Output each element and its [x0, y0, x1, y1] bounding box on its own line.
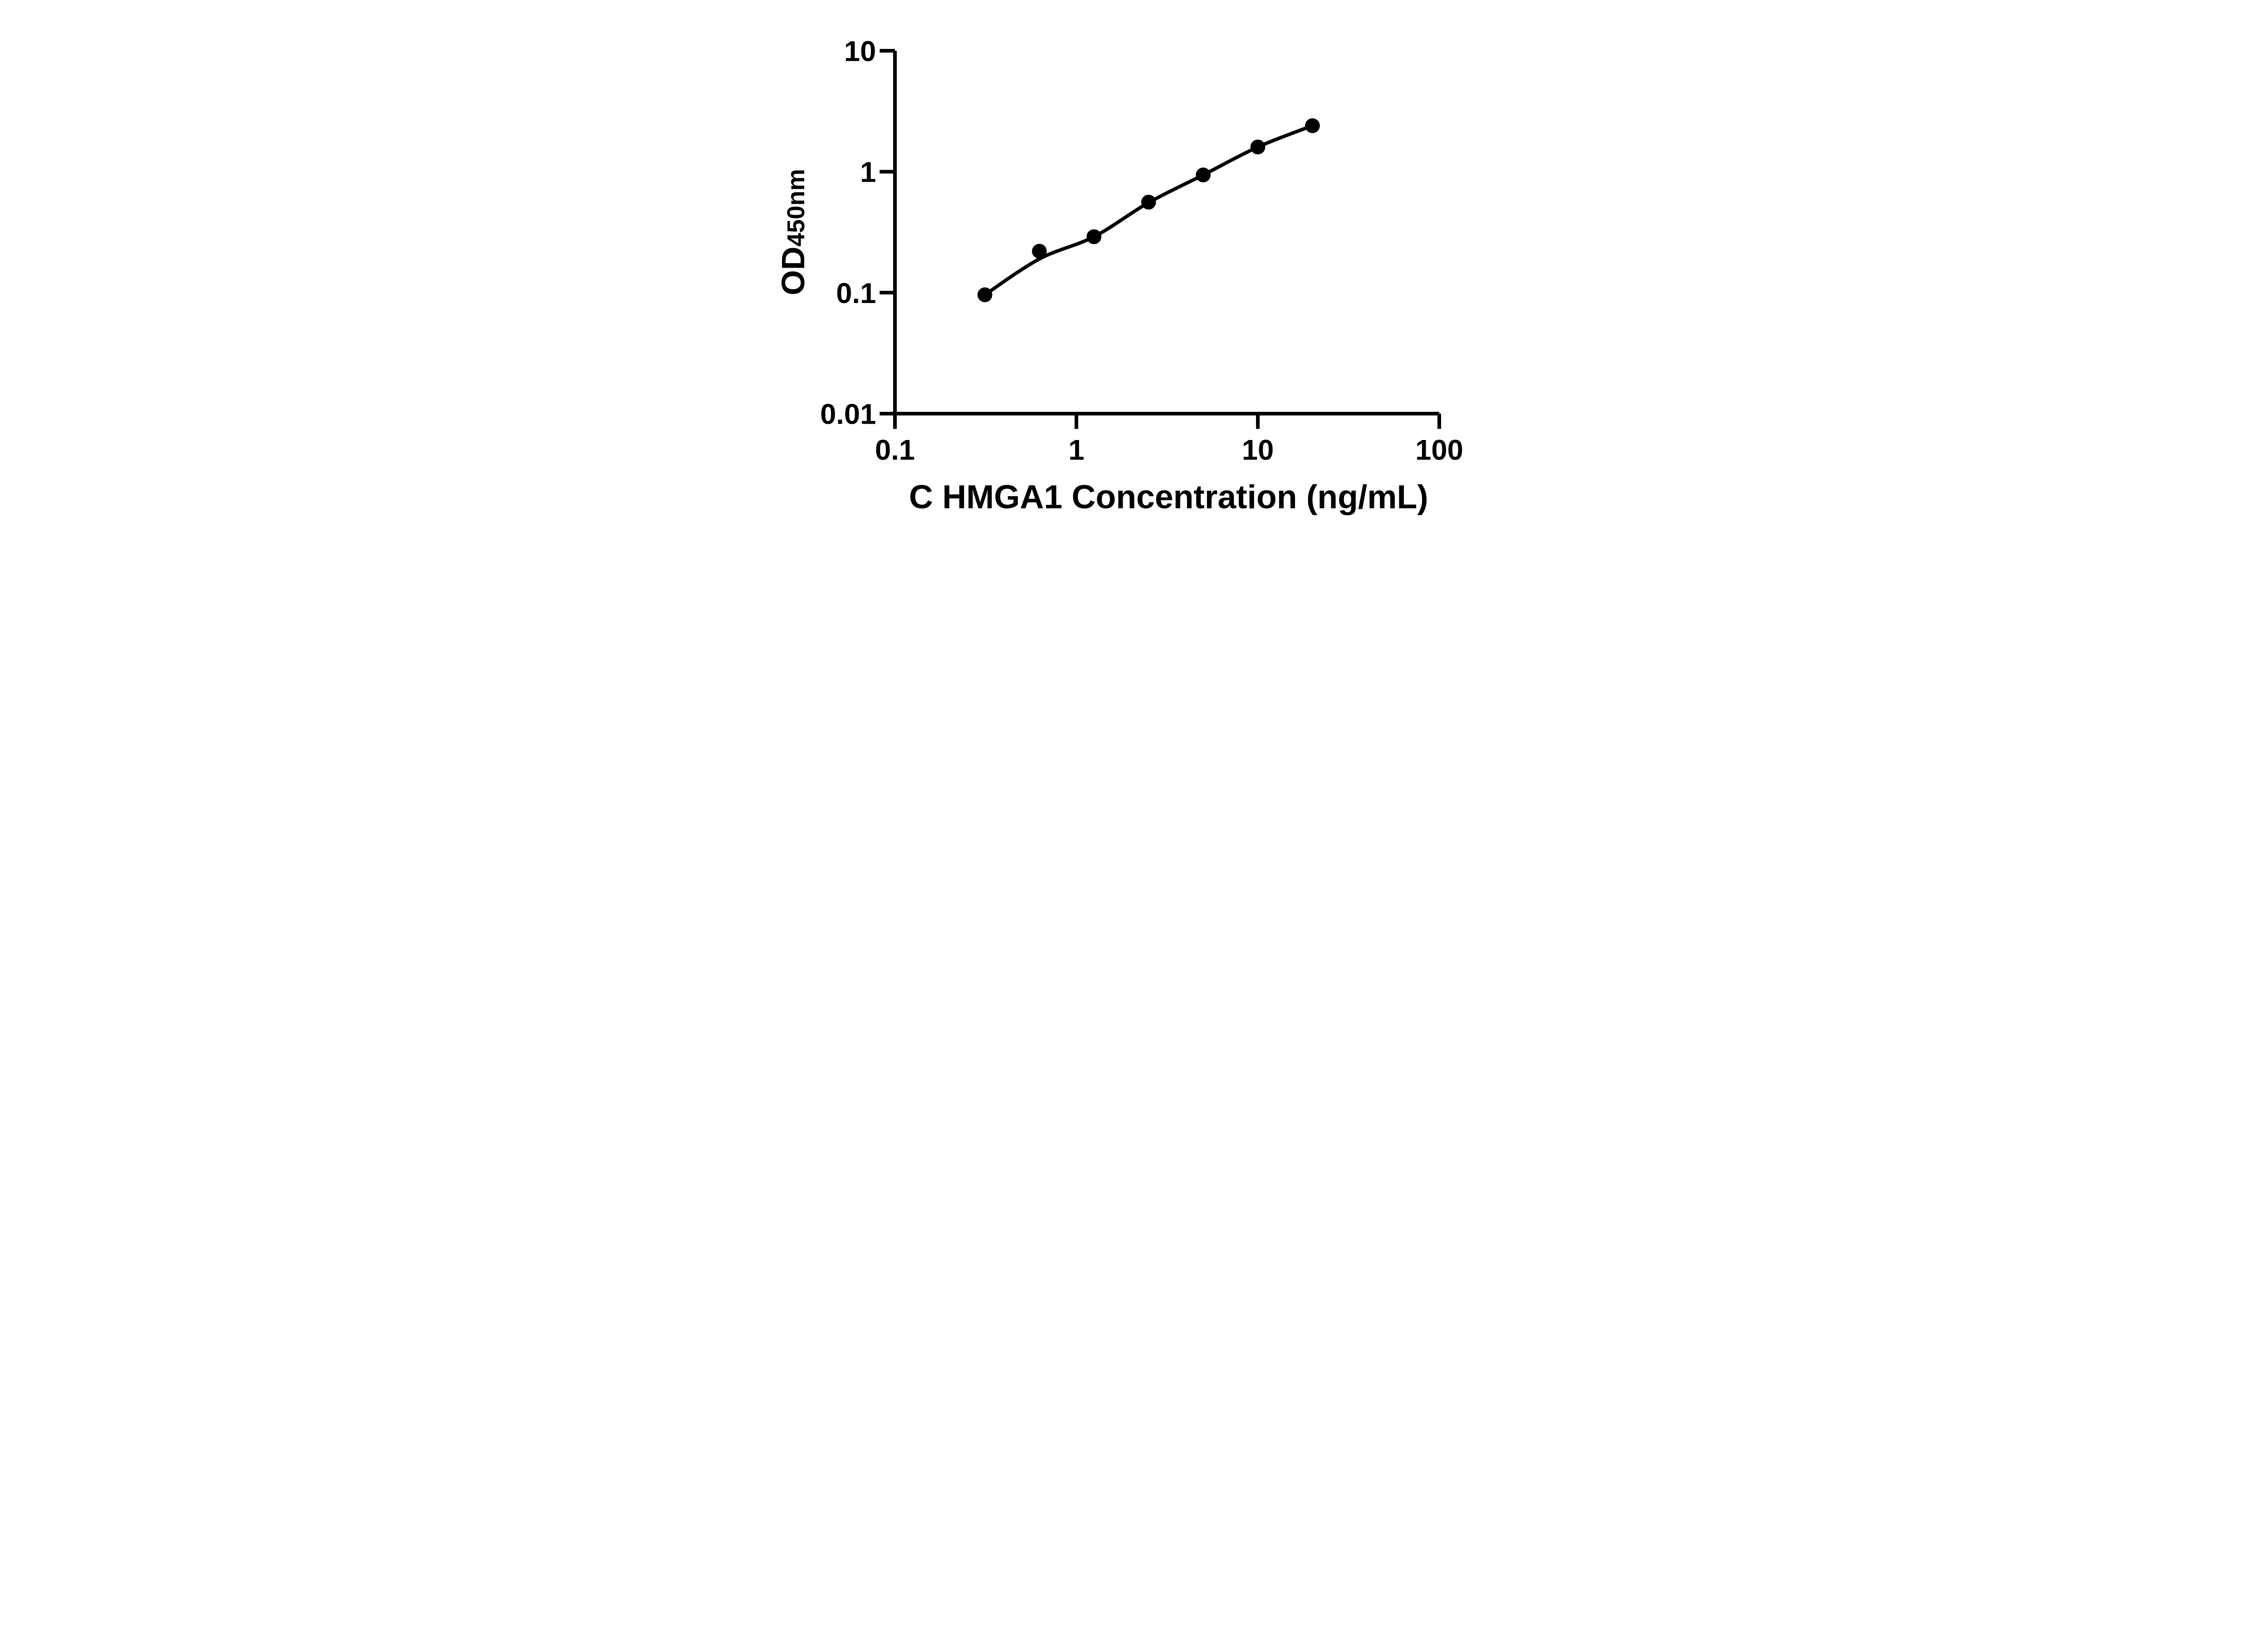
- axes-layer: 0.01 0.1 1 10 0.1 1 10 100: [820, 36, 1463, 466]
- x-tick-label: 0.1: [875, 435, 915, 466]
- y-tick-label: 0.01: [820, 399, 876, 430]
- y-axis-title: OD450nm: [775, 169, 811, 295]
- data-point: [1196, 167, 1211, 182]
- data-point: [1032, 244, 1047, 259]
- data-point: [1305, 118, 1320, 133]
- x-tick-label: 100: [1415, 435, 1463, 466]
- axis-lines: [893, 50, 1439, 416]
- x-axis-title: C HMGA1 Concentration (ng/mL): [909, 479, 1428, 516]
- y-axis-title-subscript: 450nm: [782, 169, 810, 246]
- data-point: [1250, 139, 1266, 155]
- elisa-standard-curve-chart: 0.01 0.1 1 10 0.1 1 10 100 C HMGA1 Concentratio…: [745, 0, 1523, 544]
- y-axis-title-main: OD: [775, 246, 811, 295]
- x-tick-label: 1: [1068, 435, 1084, 466]
- data-point: [1086, 229, 1102, 244]
- figure-stage: 0.01 0.1 1 10 0.1 1 10 100 C HMGA1 Concentratio…: [745, 0, 1523, 544]
- x-tick-label: 10: [1242, 435, 1274, 466]
- data-point: [977, 287, 992, 303]
- y-tick-label: 1: [860, 156, 876, 188]
- data-point: [1141, 195, 1156, 210]
- y-tick-label: 0.1: [836, 278, 876, 309]
- data-points-layer: [977, 118, 1320, 303]
- y-tick-label: 10: [844, 36, 876, 68]
